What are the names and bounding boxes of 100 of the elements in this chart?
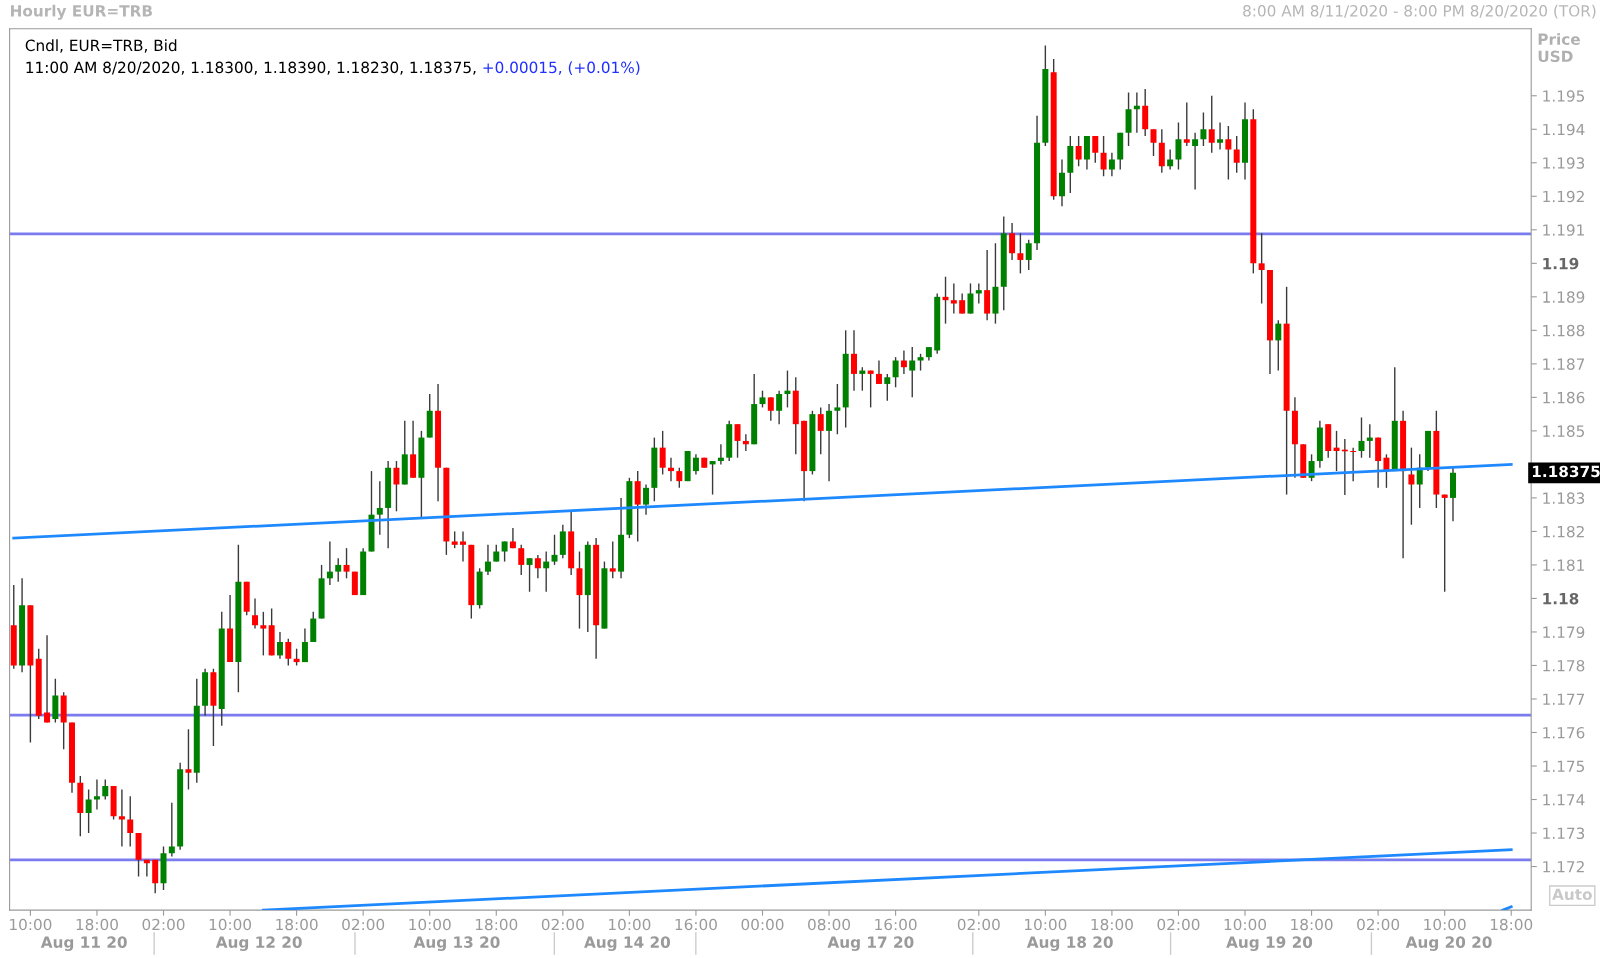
y-tick-label: 1.192 <box>1543 190 1584 203</box>
y-tick-label: 1.172 <box>1543 861 1584 873</box>
x-tick-label: 00:00 <box>741 918 784 931</box>
candlestick <box>784 369 791 409</box>
candlestick <box>1233 135 1240 174</box>
x-tick-label: 10:00 <box>209 918 252 931</box>
candlestick <box>834 383 841 435</box>
candlestick <box>643 483 650 516</box>
y-tick-label: 1.187 <box>1543 358 1585 370</box>
y-tick-label: 1.188 <box>1543 324 1585 337</box>
y-tick-label: 1.191 <box>1543 224 1584 236</box>
x-tick-label: 10:00 <box>1224 918 1267 931</box>
text: Aug 17 20 <box>827 936 914 951</box>
candlestick <box>984 249 991 321</box>
candlestick <box>343 547 350 580</box>
candlestick <box>85 788 92 834</box>
text: Aug 19 20 <box>1226 936 1313 951</box>
candlestick <box>1017 232 1024 275</box>
x-tick-label: 18:00 <box>1490 918 1533 931</box>
x-tick-label: 18:00 <box>276 918 318 931</box>
candlestick <box>1333 430 1340 472</box>
x-tick-label: 10:00 <box>1424 918 1466 931</box>
chart-subtitle: 8:00 AM 8/11/2020 - 8:00 PM 8/20/2020 (TOR) <box>1243 4 1596 19</box>
y-tick-label: 1.175 <box>1543 760 1585 773</box>
y-tick-label: 1.178 <box>1543 659 1585 672</box>
candlestick <box>551 534 558 566</box>
y-tick-label: 1.182 <box>1543 525 1584 538</box>
candlestick <box>851 329 857 392</box>
candlestick <box>1258 232 1265 305</box>
candlestick <box>817 406 824 456</box>
candlestick <box>900 349 907 375</box>
candlestick <box>950 282 957 315</box>
x-tick-label: 02:00 <box>541 918 584 931</box>
candlestick <box>310 611 317 643</box>
candlestick <box>1358 416 1365 459</box>
candlestick <box>152 859 159 895</box>
candlestick <box>143 859 150 878</box>
x-tick-label: 10:00 <box>1025 918 1067 931</box>
y-tick-label: 1.195 <box>1543 90 1585 102</box>
candlestick <box>1192 131 1199 191</box>
x-tick-label: 02:00 <box>1157 918 1200 931</box>
candlestick <box>543 550 550 593</box>
candlestick <box>767 396 774 422</box>
candlestick <box>376 480 383 536</box>
candlestick <box>460 530 466 563</box>
candlestick <box>717 443 724 466</box>
candlestick <box>534 554 541 580</box>
candlestick <box>875 359 882 385</box>
x-tick-label: 02:00 <box>142 918 185 931</box>
text: Aug 14 20 <box>584 936 671 951</box>
candlestick <box>1208 95 1215 154</box>
candlestick <box>1375 436 1382 489</box>
candlestick <box>501 540 508 563</box>
candlestick <box>1350 446 1357 482</box>
candlestick <box>1175 121 1182 171</box>
candlestick <box>692 453 699 476</box>
candlestick <box>285 637 292 667</box>
y-tick-label: 1.174 <box>1543 794 1585 806</box>
x-tick-label: 16:00 <box>875 918 917 931</box>
x-tick-label: 02:00 <box>1357 918 1400 931</box>
candlestick <box>127 795 134 848</box>
candlestick <box>709 460 716 496</box>
candlestick <box>276 631 283 660</box>
candlestick <box>909 346 916 399</box>
y-tick-label: 1.183 <box>1543 492 1585 504</box>
candlestick <box>867 369 874 409</box>
x-tick-label: 02:00 <box>957 918 1000 931</box>
y-tick-label: 1.19 <box>1543 257 1579 270</box>
x-tick-label: 16:00 <box>675 918 717 931</box>
candlestick <box>1075 135 1082 167</box>
candlestick <box>1225 125 1232 181</box>
candlestick <box>1083 135 1090 171</box>
candlestick <box>634 470 641 543</box>
candlestick <box>609 540 616 580</box>
candlestick <box>942 276 949 325</box>
candlestick <box>1408 446 1415 526</box>
candlestick <box>326 540 333 586</box>
text: Aug 11 20 <box>40 936 127 951</box>
candlestick <box>1100 135 1107 177</box>
candlestick <box>484 544 491 576</box>
candlestick <box>667 456 674 482</box>
y-tick-label: 1.193 <box>1543 157 1585 169</box>
candlestick <box>1167 148 1174 171</box>
candlestick <box>52 678 59 724</box>
candlestick <box>526 557 533 593</box>
candlestick <box>185 728 192 791</box>
candlestick <box>393 460 400 513</box>
candlestick <box>659 430 666 476</box>
candlestick <box>518 544 525 576</box>
candlestick <box>1158 128 1165 174</box>
candlestick <box>93 778 100 811</box>
y-tick-label: 1.189 <box>1543 291 1585 303</box>
text: Aug 12 20 <box>215 936 302 951</box>
text: Aug 18 20 <box>1026 936 1113 951</box>
candlestick <box>260 611 267 657</box>
candlestick <box>776 389 783 425</box>
candlestick <box>1366 423 1373 459</box>
candlestick <box>335 557 342 583</box>
candlestick <box>118 788 125 848</box>
candlestick <box>1142 88 1149 137</box>
